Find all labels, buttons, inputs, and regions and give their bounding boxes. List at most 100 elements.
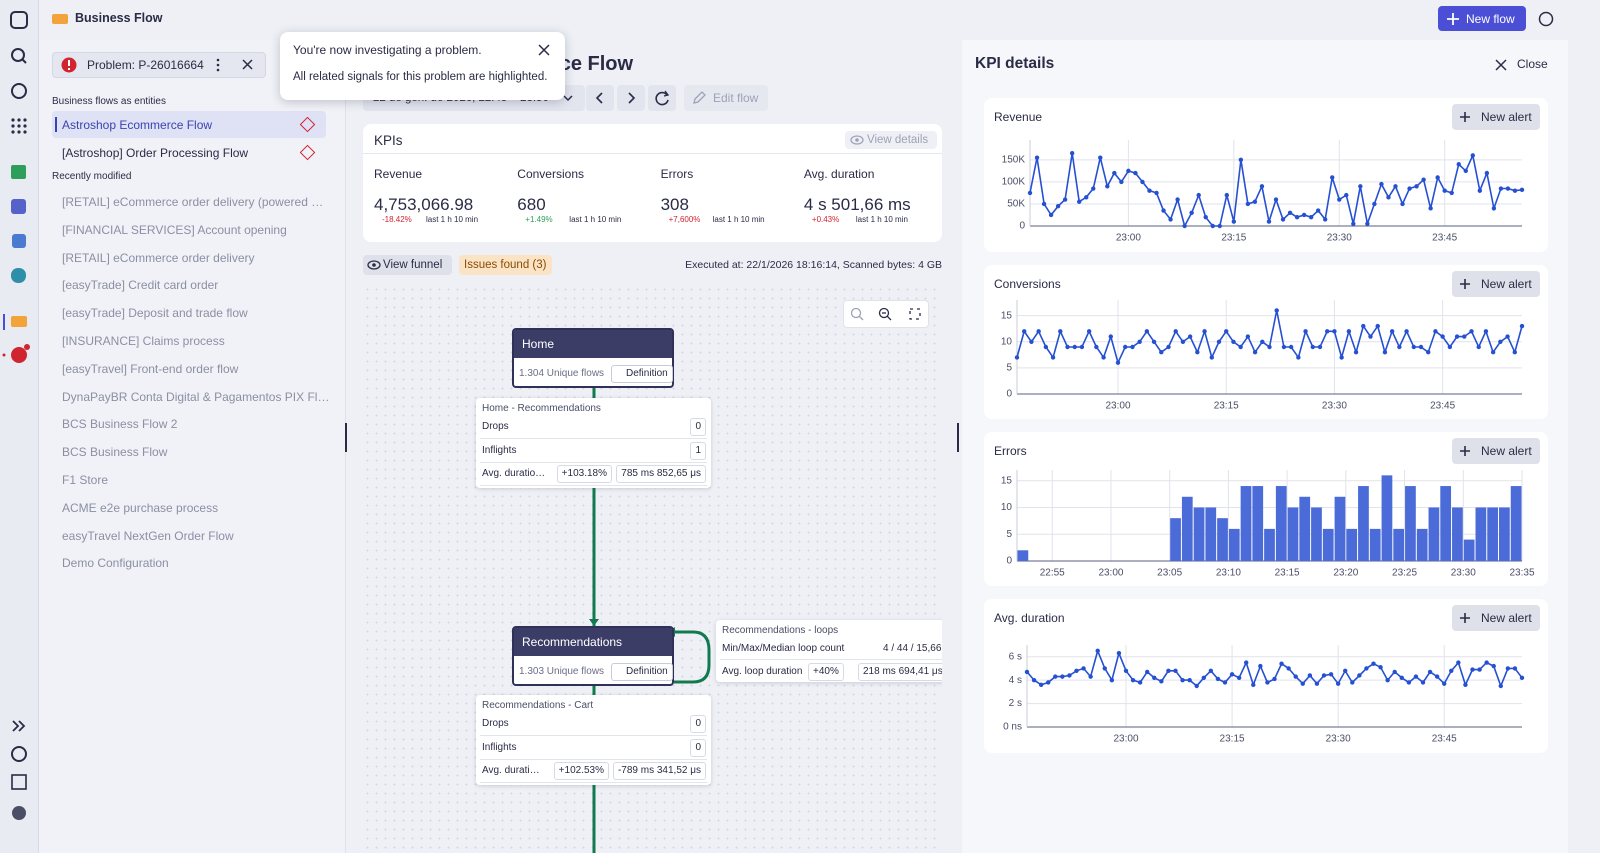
transition-box[interactable]: Home - Recommendations Drops 0 Inflights 1 Av… bbox=[476, 398, 711, 488]
chart-title: Avg. duration bbox=[994, 611, 1065, 625]
resize-handle[interactable] bbox=[345, 423, 347, 452]
help-icon[interactable] bbox=[1538, 11, 1554, 27]
recent-flow[interactable]: [RETAIL] eCommerce order delivery (power… bbox=[62, 195, 324, 209]
recent-flow[interactable]: Demo Configuration bbox=[62, 556, 169, 571]
refresh-button[interactable] bbox=[648, 85, 676, 111]
close-icon[interactable] bbox=[1495, 59, 1507, 71]
row-value: 1 bbox=[690, 441, 706, 460]
kpi-heading: KPIs bbox=[374, 133, 403, 148]
row-value: +40% bbox=[808, 663, 844, 681]
sidebar: Business flows as entities Astroshop Ecom… bbox=[39, 40, 346, 853]
prev-button[interactable] bbox=[586, 85, 614, 111]
bar bbox=[1405, 486, 1416, 561]
zoom-controls bbox=[843, 300, 929, 328]
recent-flow[interactable]: DynaPayBR Conta Digital & Pagamentos PIX… bbox=[62, 389, 330, 404]
point bbox=[1519, 187, 1525, 193]
recent-flow[interactable]: [FINANCIAL SERVICES] Account opening bbox=[62, 222, 287, 237]
point bbox=[1484, 170, 1490, 176]
point bbox=[1330, 175, 1335, 180]
definition-chip[interactable]: Definition bbox=[611, 365, 673, 383]
flow-entity[interactable]: Astroshop Ecommerce Flow bbox=[52, 111, 326, 138]
point bbox=[1152, 675, 1157, 680]
bar bbox=[1499, 507, 1510, 561]
point bbox=[1175, 197, 1180, 202]
view-funnel-button[interactable]: View funnel bbox=[363, 255, 452, 275]
bar bbox=[1475, 507, 1487, 561]
x-tick-label: 23:15 bbox=[1221, 233, 1246, 244]
flow-entity-name: [Astroshop] Order Processing Flow bbox=[62, 146, 249, 160]
loops-box[interactable]: Recommendations - loops Min/Max/Median lo… bbox=[716, 620, 942, 682]
point bbox=[1323, 217, 1328, 222]
point bbox=[1029, 339, 1034, 344]
transition-box[interactable]: Recommendations - Cart Drops 0 Inflights 0 Av… bbox=[476, 695, 711, 785]
resize-handle[interactable] bbox=[957, 423, 959, 452]
y-tick-label: 10 bbox=[1001, 336, 1013, 347]
y-tick-label: 4 s bbox=[1009, 675, 1022, 686]
bar bbox=[1346, 528, 1358, 561]
point bbox=[1194, 683, 1199, 689]
point bbox=[1108, 334, 1113, 339]
bar bbox=[1393, 528, 1405, 561]
step-header bbox=[514, 330, 672, 358]
recent-flow[interactable]: BCS Business Flow bbox=[62, 445, 168, 460]
problem-label: Problem: P-26016664 bbox=[87, 58, 204, 72]
flow-step[interactable]: Recommendations 1.303 Unique flows Definit… bbox=[512, 626, 674, 686]
row-label: Drops bbox=[482, 718, 509, 729]
point bbox=[1224, 329, 1229, 334]
point bbox=[1433, 329, 1438, 334]
recent-flow[interactable]: [INSURANCE] Claims process bbox=[62, 334, 225, 348]
x-tick-label: 23:00 bbox=[1098, 568, 1123, 579]
bar bbox=[1252, 486, 1264, 561]
point bbox=[1393, 184, 1398, 189]
step-name: Home bbox=[522, 337, 555, 351]
edit-flow-button[interactable]: Edit flow bbox=[684, 85, 768, 111]
recent-flow[interactable]: easyTravel NextGen Order Flow bbox=[62, 528, 234, 543]
recent-flow[interactable]: F1 Store bbox=[62, 473, 109, 487]
kpi-details-panel: KPI details Close Revenue New alert 0 50K 10… bbox=[962, 40, 1568, 853]
point bbox=[1229, 672, 1235, 677]
point bbox=[1222, 680, 1228, 685]
kpi-chart-card: Conversions New alert 0 5 10 15 23:00 23:15 23:3… bbox=[984, 265, 1548, 419]
recent-flow[interactable]: [RETAIL] eCommerce order delivery bbox=[62, 250, 255, 265]
view-details-button[interactable]: View details bbox=[845, 131, 937, 149]
row-value: 4 / 44 / 15,66 bbox=[883, 643, 942, 654]
close-label[interactable]: Close bbox=[1517, 57, 1548, 71]
point bbox=[1454, 334, 1460, 339]
recent-flow[interactable]: [easyTrade] Deposit and trade flow bbox=[62, 306, 248, 321]
problem-indicator bbox=[299, 116, 316, 133]
point bbox=[1353, 350, 1359, 355]
point bbox=[1400, 201, 1405, 207]
row-value: 218 ms 694,41 μs bbox=[858, 663, 942, 681]
x-tick-label: 23:00 bbox=[1113, 734, 1138, 745]
recent-flow[interactable]: ACME e2e purchase process bbox=[62, 500, 219, 515]
flow-entity[interactable]: [Astroshop] Order Processing Flow bbox=[52, 139, 326, 166]
point bbox=[1069, 151, 1075, 156]
selected-marker bbox=[55, 117, 57, 132]
kpi-period: last 1 h 10 min bbox=[569, 215, 622, 224]
point bbox=[1301, 212, 1307, 218]
point bbox=[1202, 329, 1207, 334]
kpi-name: Revenue bbox=[374, 167, 423, 181]
point bbox=[1414, 184, 1419, 189]
point bbox=[1053, 674, 1058, 679]
issues-chip[interactable]: Issues found (3) bbox=[459, 255, 552, 275]
flow-step[interactable]: Home 1.304 Unique flows Definition bbox=[512, 328, 674, 388]
point bbox=[1307, 673, 1313, 678]
recent-flow[interactable]: [easyTravel] Front-end order flow bbox=[62, 361, 239, 376]
problem-chip[interactable]: Problem: P-26016664 bbox=[52, 52, 266, 78]
point bbox=[1224, 192, 1229, 198]
new-alert-button[interactable]: New alert bbox=[1452, 438, 1540, 464]
point bbox=[1231, 219, 1237, 224]
point bbox=[1095, 648, 1100, 654]
toast-close[interactable] bbox=[538, 44, 550, 56]
point bbox=[1119, 179, 1124, 185]
row-label: Avg. loop duration bbox=[722, 666, 803, 677]
zoom-icons[interactable] bbox=[843, 300, 929, 328]
point bbox=[1041, 201, 1047, 207]
recent-flow[interactable]: BCS Business Flow 2 bbox=[62, 417, 178, 432]
next-button[interactable] bbox=[617, 85, 645, 111]
definition-chip[interactable]: Definition bbox=[611, 663, 673, 681]
recent-flow[interactable]: [easyTrade] Credit card order bbox=[62, 278, 219, 293]
point bbox=[1449, 668, 1454, 673]
point bbox=[1081, 666, 1086, 671]
